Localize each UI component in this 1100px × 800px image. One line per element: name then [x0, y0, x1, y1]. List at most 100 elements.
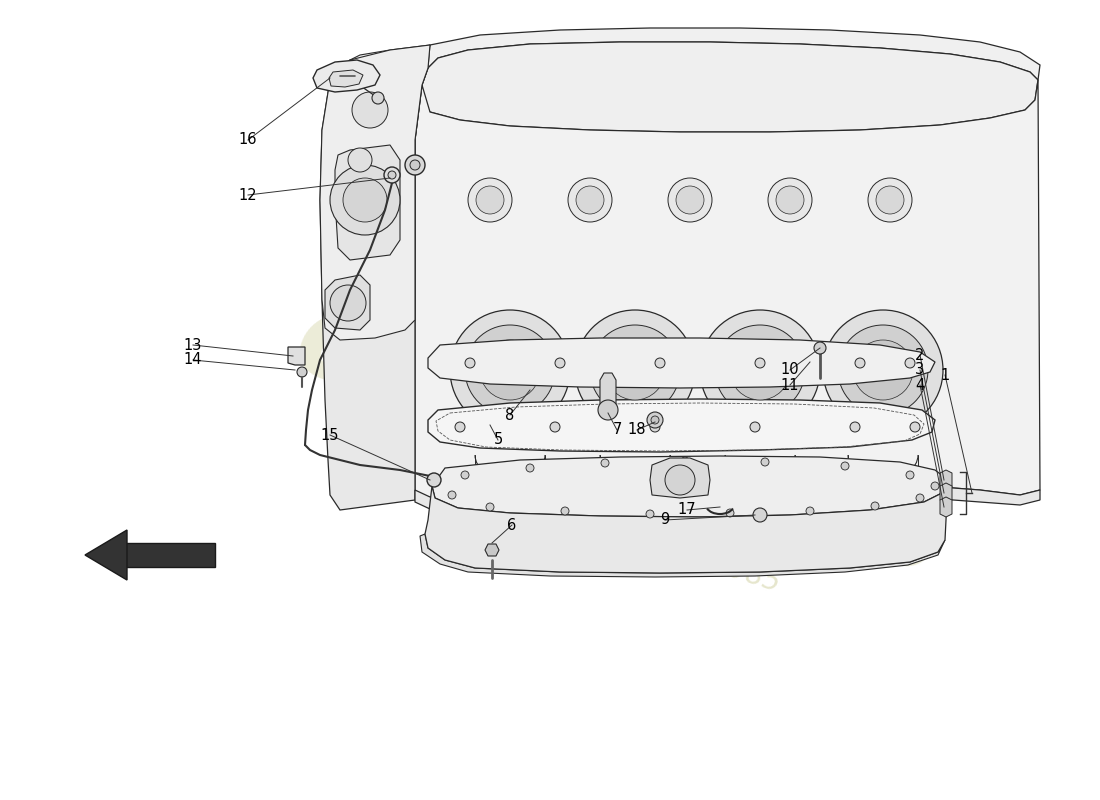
Circle shape [556, 358, 565, 368]
Polygon shape [125, 543, 214, 567]
Polygon shape [940, 470, 952, 490]
Polygon shape [420, 534, 945, 577]
Polygon shape [415, 484, 1040, 509]
Circle shape [931, 482, 939, 490]
Circle shape [823, 310, 943, 430]
Circle shape [876, 186, 904, 214]
Circle shape [700, 310, 820, 430]
Polygon shape [329, 70, 363, 87]
Circle shape [750, 422, 760, 432]
Circle shape [575, 310, 695, 430]
Circle shape [476, 186, 504, 214]
Polygon shape [425, 480, 948, 573]
Polygon shape [485, 544, 499, 556]
Circle shape [450, 310, 570, 430]
Circle shape [297, 367, 307, 377]
Text: 10: 10 [781, 362, 800, 378]
Circle shape [427, 473, 441, 487]
Circle shape [850, 422, 860, 432]
Text: 13: 13 [184, 338, 202, 353]
Polygon shape [324, 275, 370, 330]
Circle shape [651, 416, 659, 424]
Polygon shape [428, 338, 935, 388]
Circle shape [905, 358, 915, 368]
Text: 11: 11 [781, 378, 800, 393]
Polygon shape [336, 145, 400, 260]
Polygon shape [428, 399, 935, 452]
Polygon shape [420, 42, 1038, 132]
Circle shape [480, 340, 540, 400]
Circle shape [465, 358, 475, 368]
Circle shape [568, 178, 612, 222]
Circle shape [838, 325, 928, 415]
Text: 9: 9 [660, 513, 670, 527]
Text: 5: 5 [494, 433, 503, 447]
Circle shape [405, 155, 425, 175]
Circle shape [468, 178, 512, 222]
Polygon shape [426, 28, 1040, 80]
Polygon shape [415, 80, 1040, 500]
Circle shape [755, 358, 764, 368]
Polygon shape [432, 456, 948, 517]
Text: 2: 2 [915, 347, 925, 362]
Circle shape [343, 178, 387, 222]
Polygon shape [314, 60, 380, 92]
Polygon shape [85, 530, 126, 580]
Circle shape [855, 358, 865, 368]
Circle shape [868, 178, 912, 222]
Circle shape [647, 412, 663, 428]
Polygon shape [288, 347, 305, 365]
Text: 17: 17 [678, 502, 696, 518]
Circle shape [465, 325, 556, 415]
Text: 18: 18 [628, 422, 647, 438]
Circle shape [906, 471, 914, 479]
Circle shape [806, 507, 814, 515]
Text: 14: 14 [184, 353, 202, 367]
Polygon shape [940, 497, 952, 517]
Circle shape [852, 340, 913, 400]
Circle shape [916, 494, 924, 502]
Text: 12: 12 [239, 187, 257, 202]
Circle shape [330, 285, 366, 321]
Circle shape [461, 471, 469, 479]
Polygon shape [650, 458, 710, 498]
Circle shape [486, 503, 494, 511]
Circle shape [330, 165, 400, 235]
Circle shape [455, 422, 465, 432]
Circle shape [761, 458, 769, 466]
Polygon shape [350, 45, 430, 68]
Circle shape [871, 502, 879, 510]
Text: 4: 4 [915, 378, 925, 393]
Circle shape [348, 148, 372, 172]
Text: 3: 3 [915, 362, 925, 378]
Text: 16: 16 [239, 133, 257, 147]
Circle shape [650, 422, 660, 432]
Circle shape [601, 459, 609, 467]
Circle shape [715, 325, 805, 415]
Circle shape [646, 510, 654, 518]
Polygon shape [940, 483, 952, 503]
Circle shape [842, 462, 849, 470]
Circle shape [384, 167, 400, 183]
Circle shape [776, 186, 804, 214]
Text: a passion for parts since 1985: a passion for parts since 1985 [376, 442, 784, 598]
Circle shape [448, 491, 456, 499]
Text: 6: 6 [507, 518, 517, 533]
Circle shape [561, 507, 569, 515]
Text: 8: 8 [505, 407, 515, 422]
Text: 15: 15 [321, 427, 339, 442]
Circle shape [668, 178, 712, 222]
Circle shape [388, 171, 396, 179]
Circle shape [576, 186, 604, 214]
Circle shape [910, 422, 920, 432]
Circle shape [768, 178, 812, 222]
Circle shape [590, 325, 680, 415]
Polygon shape [600, 373, 616, 415]
Text: 1: 1 [940, 367, 949, 382]
Polygon shape [320, 60, 428, 510]
Circle shape [730, 340, 790, 400]
Circle shape [605, 340, 665, 400]
Circle shape [681, 457, 689, 465]
Circle shape [372, 92, 384, 104]
Circle shape [550, 422, 560, 432]
